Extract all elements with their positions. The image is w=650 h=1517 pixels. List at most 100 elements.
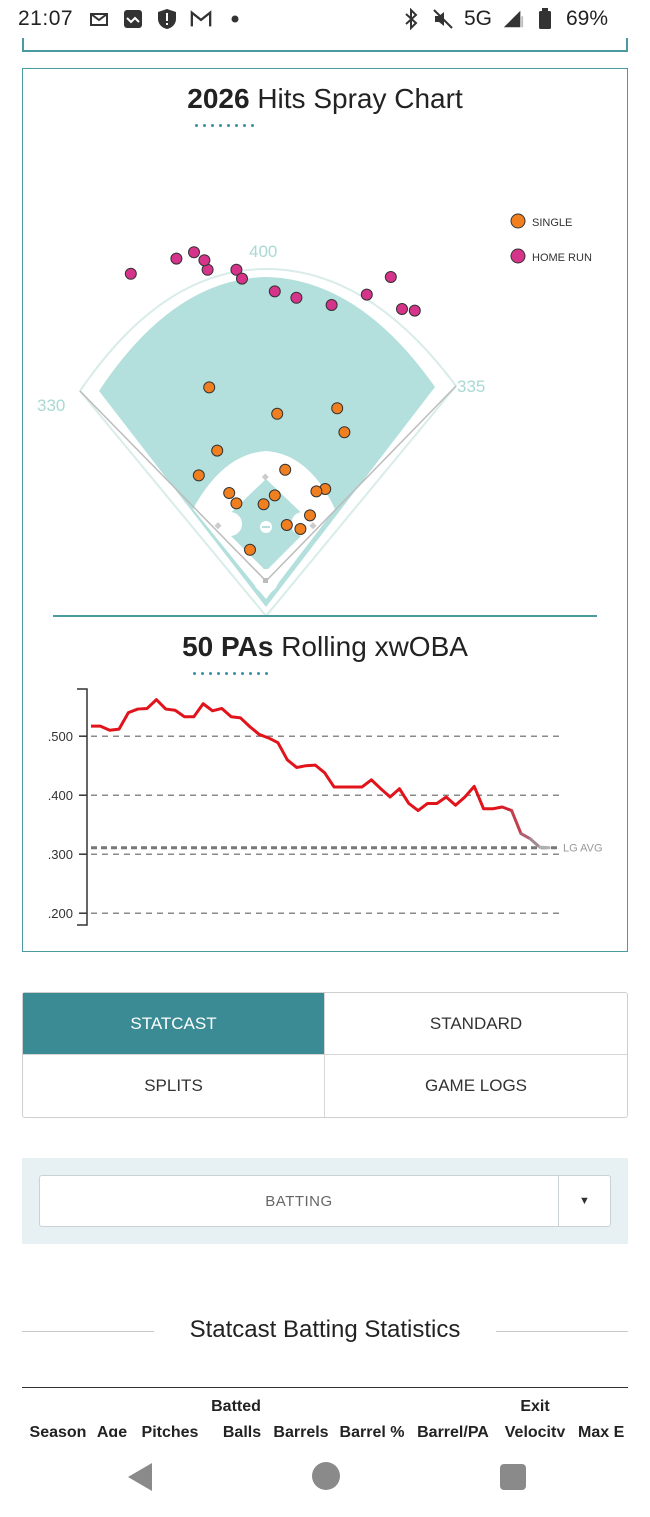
home-run-point xyxy=(124,267,137,280)
gmail-icon xyxy=(190,8,212,30)
right-foul-line xyxy=(265,385,457,582)
hit-points xyxy=(124,246,421,556)
col-barrels[interactable]: Barrels xyxy=(273,1424,329,1437)
rolling-y-axis: .500 .400 .300 .200 xyxy=(48,688,88,926)
spray-chart: 330 400 335 SINGLE HOME RUN xyxy=(37,213,592,618)
home-plate xyxy=(263,578,268,583)
xwoba-line-fade-segment xyxy=(528,837,542,849)
home-run-point xyxy=(384,271,397,283)
home-run-point xyxy=(360,288,373,301)
single-hit-point xyxy=(304,509,316,522)
legend-home-run-marker xyxy=(510,248,526,264)
tab-splits[interactable]: SPLITS xyxy=(23,1055,325,1117)
xwoba-line-fade-segment xyxy=(519,832,532,841)
stat-type-filter-bar: BATTING ▼ xyxy=(22,1158,628,1244)
xwoba-line-fade-segment xyxy=(538,845,551,850)
y-tick-label: .300 xyxy=(48,847,73,862)
single-hit-point xyxy=(257,498,270,511)
col-batted-balls[interactable]: Balls xyxy=(222,1424,262,1437)
home-run-point xyxy=(236,272,248,285)
shield-alert-icon xyxy=(156,8,178,30)
home-run-point xyxy=(325,299,338,311)
notification-icons xyxy=(88,8,246,30)
col-pitches[interactable]: Pitches xyxy=(141,1424,199,1437)
col-barrel-per-pa[interactable]: Barrel/PA xyxy=(417,1424,489,1437)
left-field-patch xyxy=(218,512,242,536)
chart-divider xyxy=(53,615,597,617)
stat-type-select-value: BATTING xyxy=(265,1192,333,1210)
single-hit-point xyxy=(294,523,307,535)
legend-single-marker xyxy=(510,213,526,229)
previous-card-edge xyxy=(22,38,628,52)
rolling-series xyxy=(91,698,551,850)
recent-apps-icon[interactable] xyxy=(500,1464,526,1490)
field-grass xyxy=(99,277,435,607)
home-run-point xyxy=(396,303,408,315)
stat-type-select[interactable]: BATTING ▼ xyxy=(39,1175,611,1227)
section-title-line-right xyxy=(496,1331,628,1332)
stats-table-header: Season Age Pitches Batted Balls Barrels … xyxy=(22,1387,628,1437)
col-age[interactable]: Age xyxy=(96,1424,128,1437)
single-hit-point xyxy=(338,426,351,439)
home-run-point xyxy=(198,254,211,267)
back-icon[interactable] xyxy=(128,1463,152,1491)
single-hit-point xyxy=(211,444,224,457)
mail-broken-icon xyxy=(88,8,110,30)
second-base xyxy=(261,473,269,481)
col-exit-velocity-top[interactable]: Exit xyxy=(520,1398,550,1415)
col-barrel-percent[interactable]: Barrel % xyxy=(339,1424,405,1437)
home-run-point xyxy=(408,304,421,317)
single-hit-point xyxy=(268,489,281,502)
legend-single-label: SINGLE xyxy=(532,217,572,229)
single-hit-point xyxy=(223,487,236,499)
home-icon[interactable] xyxy=(312,1462,340,1490)
y-tick-label: .200 xyxy=(48,906,73,921)
single-hit-point xyxy=(203,381,216,394)
dot-icon xyxy=(224,8,246,30)
tab-game-logs[interactable]: GAME LOGS xyxy=(424,1076,528,1095)
single-hit-point xyxy=(331,402,344,415)
col-max-ev[interactable]: Max E xyxy=(578,1424,625,1437)
xwoba-line-fade-segment xyxy=(500,805,514,813)
legend-home-run-label: HOME RUN xyxy=(532,252,592,264)
status-time: 21:07 xyxy=(18,7,74,30)
col-season[interactable]: Season xyxy=(29,1424,87,1437)
col-exit-velocity[interactable]: Velocity xyxy=(504,1424,566,1437)
third-base xyxy=(214,522,222,530)
battery-percent: 69% xyxy=(565,7,608,30)
fence-label-center: 400 xyxy=(249,242,277,261)
signal-icon xyxy=(502,8,524,30)
tab-statcast[interactable]: STATCAST xyxy=(23,993,325,1055)
fence-label-right: 335 xyxy=(457,377,485,396)
xwoba-line xyxy=(91,698,503,813)
first-base xyxy=(309,522,317,530)
spray-chart-title-text: Hits Spray Chart xyxy=(257,83,463,114)
inbox-icon xyxy=(122,8,144,30)
rolling-chart-title-text: Rolling xwOBA xyxy=(281,631,468,662)
single-hit-point xyxy=(244,543,256,556)
home-run-point xyxy=(188,246,200,259)
home-run-point xyxy=(170,252,183,265)
section-title-line-left xyxy=(22,1331,154,1332)
chevron-down-icon[interactable]: ▼ xyxy=(558,1176,610,1226)
bluetooth-icon xyxy=(400,8,422,30)
fence-label-left: 330 xyxy=(37,396,65,415)
single-hit-point xyxy=(279,463,292,476)
title-underline-dots xyxy=(195,124,259,128)
rolling-chart-title: 50 PAs Rolling xwOBA xyxy=(23,631,627,663)
rolling-chart-title-pas: 50 PAs xyxy=(182,631,274,662)
single-hit-point xyxy=(271,407,284,420)
baseball-field xyxy=(78,267,458,618)
y-tick-label: .500 xyxy=(48,729,73,744)
stats-tab-group: STATCAST STANDARD SPLITS GAME LOGS xyxy=(22,992,628,1118)
tab-standard[interactable]: STANDARD xyxy=(325,993,627,1055)
statcast-batting-title: Statcast Batting Statistics xyxy=(189,1316,461,1343)
spray-legend: SINGLE HOME RUN xyxy=(510,213,592,264)
mute-icon xyxy=(432,8,454,30)
status-bar: 21:07 5G 69% xyxy=(0,0,650,40)
single-hit-point xyxy=(192,469,205,482)
y-axis-line xyxy=(77,688,88,926)
col-batted-balls-top[interactable]: Batted xyxy=(211,1398,261,1415)
single-hit-point xyxy=(280,519,293,531)
spray-chart-title: 2026 Hits Spray Chart xyxy=(23,83,627,115)
